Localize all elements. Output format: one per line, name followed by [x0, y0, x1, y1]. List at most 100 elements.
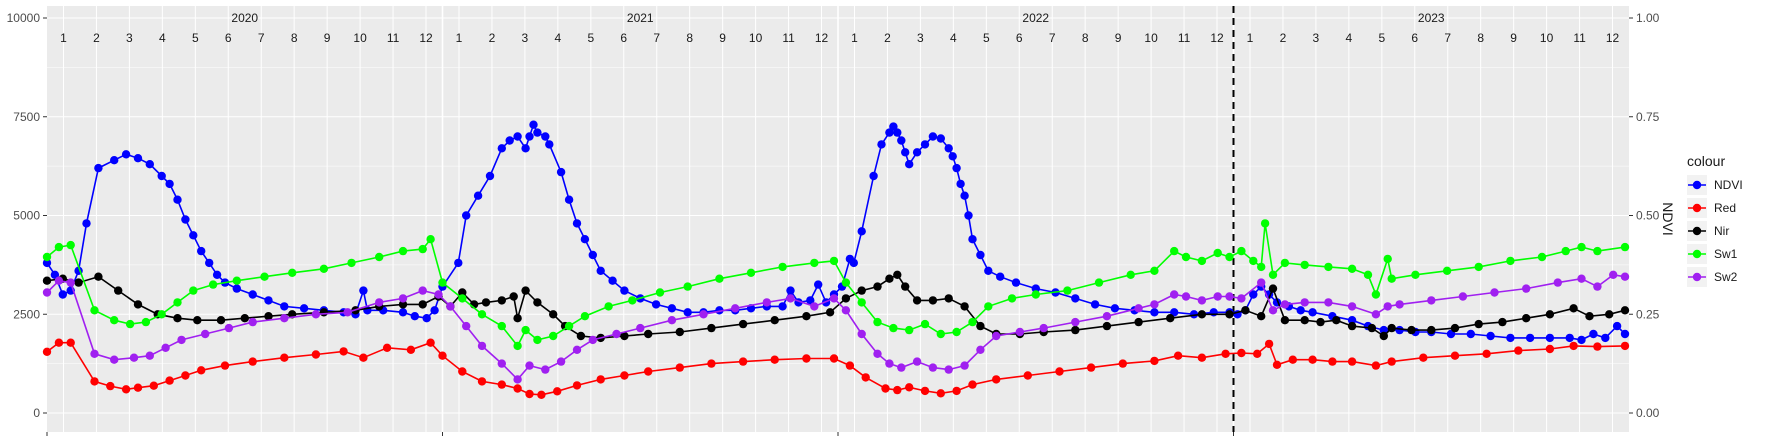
data-point-ndvi	[533, 128, 542, 137]
data-point-red	[1347, 357, 1357, 366]
data-point-sw2	[1039, 323, 1048, 333]
data-point-sw2	[1257, 278, 1266, 287]
data-point-ndvi	[462, 211, 471, 220]
month-label: 6	[225, 31, 232, 45]
data-point-nir	[1605, 310, 1614, 319]
left-axis-tick-label: 5000	[13, 209, 40, 223]
legend-key-marker	[1692, 272, 1702, 282]
data-point-red	[1253, 349, 1262, 358]
data-point-nir	[549, 310, 558, 319]
data-point-red	[1482, 349, 1491, 358]
data-point-red	[1173, 351, 1183, 360]
data-point-ndvi	[1545, 333, 1555, 343]
data-point-sw2	[1371, 310, 1381, 319]
data-point-sw1	[580, 312, 590, 321]
data-point-sw2	[1134, 304, 1143, 313]
data-point-sw1	[1126, 270, 1135, 279]
data-point-ndvi	[181, 215, 190, 224]
data-point-ndvi	[901, 148, 910, 157]
data-point-nir	[644, 329, 653, 339]
data-point-ndvi	[786, 286, 795, 295]
data-point-ndvi	[410, 312, 419, 321]
data-point-nir	[1407, 325, 1416, 335]
data-point-sw2	[912, 357, 922, 366]
data-point-sw2	[588, 335, 597, 345]
legend-title: colour	[1687, 153, 1725, 169]
data-point-ndvi	[1150, 308, 1159, 317]
data-point-ndvi	[1466, 329, 1476, 339]
data-point-red	[537, 390, 546, 399]
data-point-sw2	[1280, 300, 1290, 309]
month-label: 10	[1540, 31, 1554, 45]
month-label: 4	[950, 31, 957, 45]
data-point-nir	[893, 270, 902, 279]
data-point-ndvi	[505, 136, 514, 145]
data-point-sw1	[1383, 254, 1392, 264]
data-point-ndvi	[1379, 325, 1389, 335]
data-point-nir	[873, 282, 882, 291]
data-point-red	[438, 351, 447, 360]
month-label: 5	[192, 31, 199, 45]
series-line-sw1	[46, 223, 1626, 348]
data-point-sw1	[497, 321, 506, 331]
legend-key-marker	[1692, 203, 1702, 213]
data-point-sw2	[857, 329, 866, 339]
data-point-ndvi	[683, 308, 692, 317]
month-label: 1	[456, 31, 463, 45]
data-point-nir	[216, 316, 226, 325]
data-point-nir	[458, 288, 467, 297]
data-point-nir	[94, 272, 103, 281]
data-point-sw1	[54, 242, 64, 252]
data-point-ndvi	[94, 163, 103, 173]
data-point-sw2	[375, 298, 384, 307]
data-point-ndvi	[513, 132, 522, 141]
data-point-red	[644, 367, 653, 376]
data-point-sw1	[1363, 270, 1373, 279]
data-point-red	[477, 377, 487, 386]
month-label: 9	[719, 31, 726, 45]
data-point-sw1	[477, 310, 487, 319]
left-axis-tick-label: 10000	[7, 11, 41, 25]
legend-label: Nir	[1714, 224, 1729, 238]
data-point-ndvi	[572, 219, 582, 228]
data-point-ndvi	[398, 308, 408, 317]
month-label: 9	[1510, 31, 1517, 45]
data-point-ndvi	[1110, 304, 1120, 313]
data-point-sw1	[889, 323, 898, 333]
data-point-nir	[521, 286, 530, 295]
data-point-sw1	[628, 296, 637, 305]
data-point-sw2	[42, 288, 52, 297]
month-label: 7	[653, 31, 660, 45]
data-point-red	[1055, 367, 1064, 376]
data-point-sw2	[885, 359, 894, 368]
month-label: 8	[1082, 31, 1089, 45]
data-point-ndvi	[212, 270, 222, 279]
data-point-sw1	[810, 258, 819, 268]
data-point-sw1	[260, 272, 269, 281]
data-point-sw2	[1577, 274, 1586, 283]
data-point-sw2	[572, 345, 582, 354]
data-point-red	[1237, 348, 1246, 358]
left-axis-tick-label: 0	[33, 406, 40, 420]
data-point-ndvi	[264, 296, 273, 305]
data-point-sw2	[66, 278, 75, 287]
data-point-ndvi	[189, 231, 198, 240]
data-point-nir	[319, 308, 329, 317]
data-point-sw2	[90, 349, 99, 358]
legend-label: Red	[1714, 201, 1736, 215]
data-point-ndvi	[1189, 310, 1199, 319]
data-point-nir	[1427, 325, 1436, 335]
data-point-nir	[1545, 310, 1555, 319]
legend: colour NDVI Red Nir Sw1 Sw2	[1687, 153, 1743, 287]
month-label: 1	[1247, 31, 1254, 45]
data-point-red	[42, 347, 52, 356]
month-label: 11	[387, 31, 400, 45]
data-point-ndvi	[588, 250, 597, 260]
data-point-ndvi	[1209, 308, 1218, 317]
data-point-ndvi	[580, 235, 590, 244]
data-point-sw2	[810, 302, 819, 311]
data-point-red	[936, 389, 945, 398]
data-point-red	[121, 385, 131, 394]
data-point-sw2	[1458, 292, 1468, 301]
data-point-ndvi	[889, 122, 898, 131]
